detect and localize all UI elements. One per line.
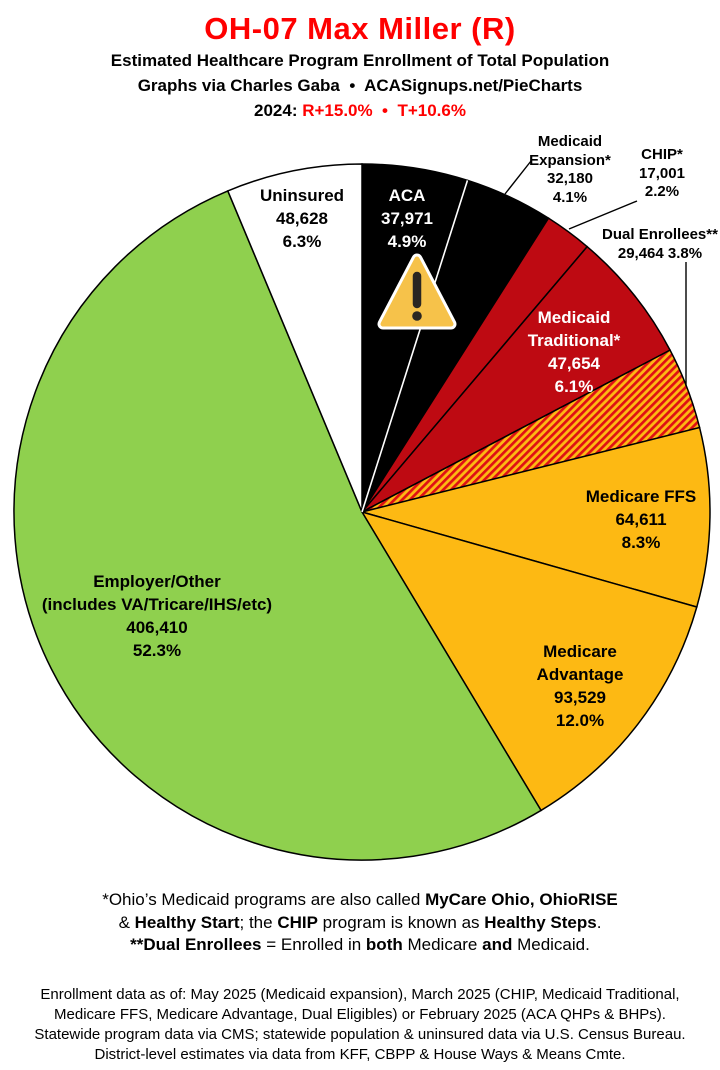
credit-line: Graphs via Charles Gaba • ACASignups.net… <box>137 76 583 95</box>
footnote-data-sources: Enrollment data as of: May 2025 (Medicai… <box>0 985 720 1065</box>
subtitle: Estimated Healthcare Program Enrollment … <box>110 51 610 70</box>
pie-separator-and-callout-lines <box>361 160 687 513</box>
partisan-lean-line: 2024: R+15.0% • T+10.6% <box>0 98 720 123</box>
header: OH-07 Max Miller (R) Estimated Healthcar… <box>0 10 720 123</box>
warning-exclamation-dot <box>412 311 422 321</box>
footnote-line: Medicare FFS, Medicare Advantage, Dual E… <box>54 1006 666 1023</box>
footnote-line: **Dual Enrollees = Enrolled in both Medi… <box>130 935 590 954</box>
pie-slice-medicare-advantage <box>360 510 698 812</box>
pie-slice-medicare-ffs <box>359 426 711 608</box>
footnote-line: & Healthy Start; the CHIP program is kno… <box>118 912 602 932</box>
callout-line-chip <box>568 200 638 230</box>
partisan-year: 2024: <box>254 101 303 120</box>
footnote-line: District-level estimates via data from K… <box>94 1046 626 1063</box>
pie-chart <box>13 160 711 861</box>
footnote-line: Statewide program data via CMS; statewid… <box>34 1026 686 1043</box>
pie-slices <box>13 163 711 861</box>
pie-slice-employer-other <box>13 189 543 861</box>
page-title: OH-07 Max Miller (R) <box>204 11 516 46</box>
pie-slice-uninsured <box>226 163 363 513</box>
footnote-line: *Ohio’s Medicaid programs are also calle… <box>102 890 618 909</box>
callout-line-medicaid-expansion <box>504 160 532 195</box>
slice-separator-white <box>361 180 469 513</box>
partisan-lean-value: R+15.0% • T+10.6% <box>302 101 466 120</box>
warning-icon <box>377 253 457 330</box>
footnote-line: Enrollment data as of: May 2025 (Medicai… <box>40 986 680 1003</box>
pie-slice-medicaid-traditional <box>361 245 672 513</box>
footnote-program-names: *Ohio’s Medicaid programs are also calle… <box>0 889 720 957</box>
